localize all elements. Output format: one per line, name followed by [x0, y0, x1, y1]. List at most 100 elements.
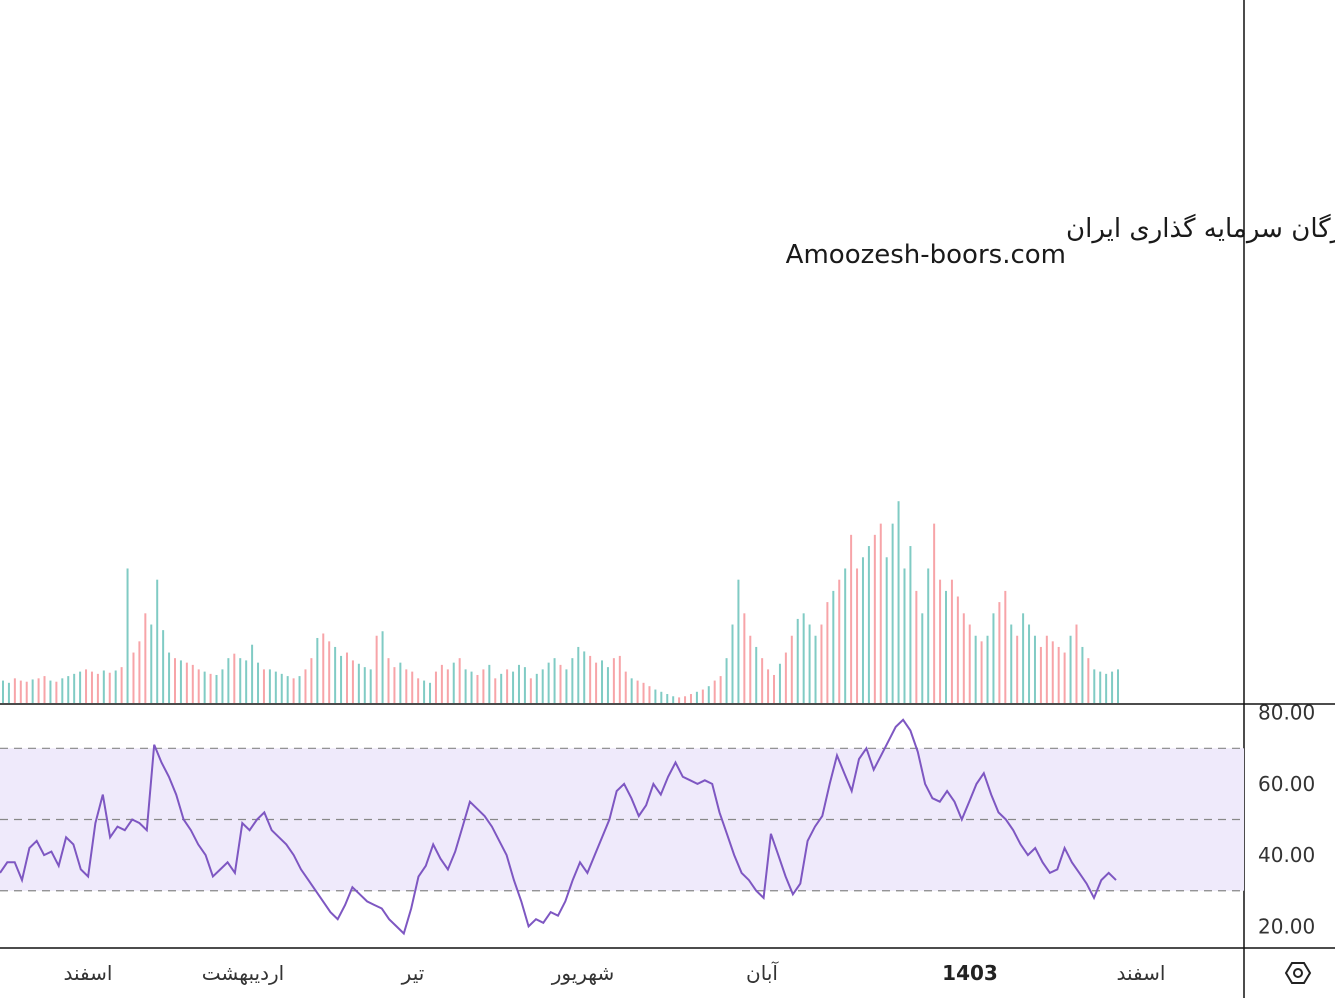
volume-bar [832, 590, 835, 703]
volume-bar [405, 669, 408, 703]
volume-bar [203, 671, 206, 703]
volume-bar [583, 651, 586, 703]
volume-bar [452, 662, 455, 703]
volume-bar [1057, 646, 1060, 703]
volume-bar [245, 660, 248, 703]
volume-bar [767, 669, 770, 703]
volume-bar [998, 602, 1001, 703]
volume-bar [37, 678, 40, 703]
volume-bar [375, 635, 378, 703]
rsi-tick-label: 40.00 [1258, 843, 1315, 867]
volume-bar [67, 676, 70, 703]
volume-bar [440, 664, 443, 703]
volume-bar [553, 658, 556, 703]
volume-bar [215, 674, 218, 703]
volume-bar [179, 660, 182, 703]
volume-bars [2, 501, 1119, 703]
settings-icon[interactable] [1284, 962, 1312, 984]
volume-bar [310, 658, 313, 703]
volume-bar [743, 613, 746, 703]
rsi-axis: 80.00 60.00 40.00 20.00 [1258, 701, 1315, 939]
volume-bar [369, 669, 372, 703]
volume-bar [1033, 635, 1036, 703]
volume-bar [470, 671, 473, 703]
rsi-tick-label: 60.00 [1258, 772, 1315, 796]
volume-bar [156, 579, 159, 703]
volume-bar [13, 678, 16, 703]
volume-bar [642, 682, 645, 703]
volume-bar [120, 667, 123, 703]
volume-bar [974, 635, 977, 703]
watermark-site: Amoozesh-boors.com [786, 240, 1066, 270]
volume-bar [482, 669, 485, 703]
time-tick-label: اسفند [1117, 961, 1166, 985]
volume-bar [956, 596, 959, 703]
volume-bar [61, 678, 64, 703]
volume-bar [695, 691, 698, 703]
volume-bar [660, 691, 663, 703]
volume-bar [506, 669, 509, 703]
volume-bar [268, 669, 271, 703]
volume-bar [31, 679, 34, 703]
volume-bar [808, 624, 811, 703]
volume-bar [19, 680, 22, 703]
time-tick-label: 1403 [942, 961, 998, 985]
volume-bar [274, 671, 277, 703]
volume-bar [867, 546, 870, 703]
volume-bar [138, 641, 141, 703]
volume-bar [168, 652, 171, 703]
volume-bar [826, 602, 829, 703]
volume-bar [713, 680, 716, 703]
volume-bar [885, 557, 888, 703]
volume-bar [618, 655, 621, 703]
volume-bar [1016, 635, 1019, 703]
volume-bar [340, 655, 343, 703]
rsi-line [0, 718, 1117, 936]
volume-bar [411, 671, 414, 703]
volume-bar [393, 667, 396, 703]
volume-bar [909, 546, 912, 703]
time-tick-label: آبان [746, 960, 779, 985]
rsi-pane [0, 718, 1244, 936]
volume-bar [523, 667, 526, 703]
volume-bar [755, 646, 758, 703]
volume-bar [945, 590, 948, 703]
volume-bar [1063, 652, 1066, 703]
volume-bar [986, 635, 989, 703]
volume-bar [1028, 624, 1031, 703]
volume-bar [903, 568, 906, 703]
volume-bar [429, 682, 432, 703]
rsi-tick-label: 80.00 [1258, 701, 1315, 725]
volume-bar [417, 678, 420, 703]
volume-bar [262, 669, 265, 703]
volume-bar [577, 646, 580, 703]
volume-bar [1117, 669, 1119, 703]
volume-bar [915, 590, 918, 703]
volume-bar [541, 669, 544, 703]
volume-bar [351, 660, 354, 703]
volume-bar [399, 662, 402, 703]
volume-bar [689, 694, 692, 703]
volume-bar [861, 557, 864, 703]
volume-bar [25, 681, 28, 703]
volume-bar [1105, 673, 1108, 703]
volume-bar [185, 662, 188, 703]
volume-bar [55, 681, 58, 703]
volume-bar [672, 696, 675, 703]
volume-bar [589, 655, 592, 703]
volume-bar [790, 635, 793, 703]
volume-bar [648, 686, 651, 703]
volume-bar [980, 641, 983, 703]
time-tick-label: تیر [401, 961, 425, 985]
volume-bar [1051, 641, 1054, 703]
volume-bar [1111, 671, 1114, 703]
volume-bar [162, 630, 165, 703]
volume-bar [458, 658, 461, 703]
volume-bar [879, 523, 882, 703]
volume-bar [209, 673, 212, 703]
volume-bar [512, 671, 515, 703]
volume-bar [678, 697, 681, 703]
volume-bar [814, 635, 817, 703]
volume-bar [316, 637, 319, 703]
